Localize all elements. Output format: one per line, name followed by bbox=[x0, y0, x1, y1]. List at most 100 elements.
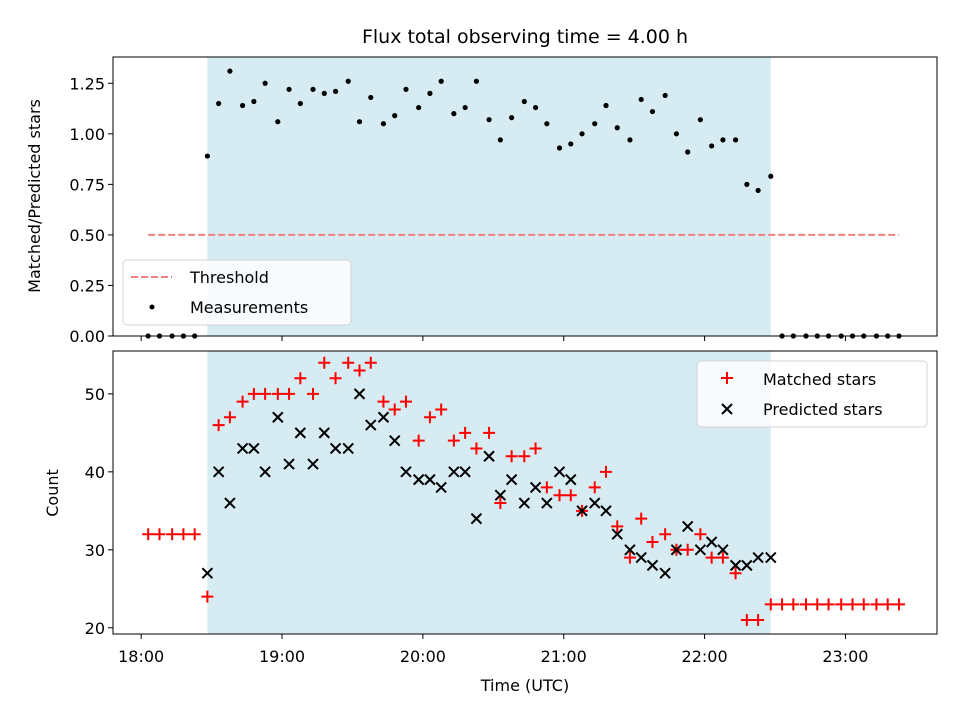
measurement-point bbox=[462, 104, 468, 111]
matched-star-point bbox=[564, 489, 577, 502]
bottom-y-tick-label: 40 bbox=[85, 463, 105, 482]
bottom-y-tick-label: 30 bbox=[85, 541, 105, 560]
matched-star-point bbox=[259, 387, 272, 400]
matched-star-point bbox=[177, 528, 190, 541]
predicted-star-point bbox=[224, 497, 236, 509]
bottom-plot-frame bbox=[112, 350, 938, 635]
measurement-point bbox=[380, 121, 387, 127]
matched-star-point bbox=[166, 528, 179, 541]
bottom-x-tick-label: 23:00 bbox=[822, 647, 868, 666]
matched-star-point bbox=[459, 426, 472, 439]
matched-star-point bbox=[423, 411, 436, 424]
predicted-star-point bbox=[435, 481, 447, 494]
predicted-star-point bbox=[565, 473, 577, 486]
bottom-y-tick-label: 20 bbox=[85, 619, 105, 638]
matched-star-point bbox=[787, 598, 800, 611]
predicted-star-point bbox=[541, 497, 553, 509]
matched-star-point bbox=[201, 590, 214, 603]
predicted-star-point bbox=[470, 512, 483, 525]
predicted-star-point bbox=[518, 497, 531, 509]
measurement-point bbox=[732, 137, 739, 143]
predicted-star-point bbox=[611, 528, 623, 540]
legend-matched-swatch bbox=[721, 372, 733, 384]
predicted-star-point bbox=[494, 489, 507, 501]
predicted-star-point bbox=[201, 567, 214, 579]
predicted-star-point bbox=[670, 544, 683, 556]
measurement-point bbox=[673, 131, 680, 137]
matched-star-point bbox=[611, 520, 624, 533]
predicted-star-point bbox=[377, 411, 390, 423]
bottom-x-tick-label: 22:00 bbox=[682, 647, 728, 666]
predicted-star-point bbox=[589, 497, 601, 509]
matched-star-point bbox=[857, 598, 870, 611]
legend-matched-label: Matched stars bbox=[763, 370, 876, 389]
matched-star-point bbox=[388, 403, 401, 416]
matched-star-point bbox=[236, 395, 249, 408]
bottom-x-tick-label: 19:00 bbox=[259, 647, 305, 666]
measurement-point bbox=[768, 173, 774, 179]
matched-star-point bbox=[892, 598, 905, 611]
predicted-star-point bbox=[659, 567, 671, 579]
predicted-star-point bbox=[553, 466, 566, 478]
measurement-point bbox=[697, 117, 703, 123]
matched-star-point bbox=[212, 419, 225, 432]
predicted-star-point bbox=[389, 434, 401, 447]
bottom-legend-box bbox=[696, 360, 928, 428]
predicted-star-point bbox=[483, 450, 495, 462]
matched-star-point bbox=[518, 450, 531, 463]
matched-star-point bbox=[822, 598, 835, 611]
predicted-star-point bbox=[459, 466, 471, 478]
measurement-point bbox=[486, 117, 492, 123]
matched-star-point bbox=[800, 598, 813, 611]
measurement-point bbox=[592, 121, 598, 127]
matched-star-point bbox=[599, 465, 612, 478]
measurement-point bbox=[227, 68, 233, 74]
matched-star-point bbox=[505, 450, 518, 463]
matched-star-point bbox=[353, 364, 366, 377]
predicted-star-point bbox=[342, 442, 354, 455]
bottom-y-tick-label: 50 bbox=[85, 385, 105, 404]
measurement-point bbox=[614, 125, 620, 131]
predicted-star-point bbox=[505, 473, 518, 486]
predicted-star-point bbox=[646, 559, 659, 572]
predicted-star-point bbox=[259, 466, 271, 478]
matched-star-point bbox=[729, 567, 742, 580]
top-y-tick-label: 0.00 bbox=[69, 327, 105, 346]
matched-star-point bbox=[716, 551, 729, 564]
predicted-star-point bbox=[424, 473, 436, 486]
predicted-star-point bbox=[365, 419, 377, 431]
chart-title: Flux total observing time = 4.00 h bbox=[362, 26, 688, 48]
predicted-star-point bbox=[307, 458, 319, 470]
measurement-point bbox=[451, 111, 457, 117]
measurement-point bbox=[275, 119, 281, 125]
legend-measurements-swatch bbox=[149, 304, 155, 310]
measurement-point bbox=[638, 96, 644, 103]
predicted-star-point bbox=[294, 427, 307, 439]
measurement-point bbox=[438, 78, 444, 84]
measurement-point bbox=[709, 143, 715, 149]
measurement-point bbox=[321, 90, 327, 96]
measurement-point bbox=[403, 86, 409, 92]
predicted-star-point bbox=[752, 551, 764, 564]
matched-star-point bbox=[764, 598, 777, 611]
top-y-ticks: 0.00 0.25 0.50 0.75 1.00 1.25 bbox=[69, 74, 113, 346]
top-plot-frame bbox=[112, 56, 938, 337]
bottom-legend: Matched stars Predicted stars bbox=[696, 360, 928, 428]
measurement-point bbox=[297, 100, 303, 107]
matched-star-point bbox=[283, 387, 296, 400]
matched-star-point bbox=[294, 372, 307, 385]
matched-star-point bbox=[470, 442, 483, 455]
measurement-point bbox=[368, 94, 374, 101]
matched-star-point bbox=[247, 387, 260, 400]
top-x-ticks bbox=[140, 336, 846, 341]
matched-star-point bbox=[811, 598, 824, 611]
top-y-tick-label: 1.25 bbox=[69, 74, 105, 93]
predicted-stars-points bbox=[201, 388, 777, 579]
top-legend: Threshold Measurements bbox=[122, 259, 352, 326]
measurement-points bbox=[145, 68, 902, 339]
measurement-point bbox=[262, 80, 268, 86]
measurement-point bbox=[579, 131, 585, 137]
measurement-point bbox=[627, 137, 633, 143]
predicted-star-point bbox=[729, 559, 742, 572]
